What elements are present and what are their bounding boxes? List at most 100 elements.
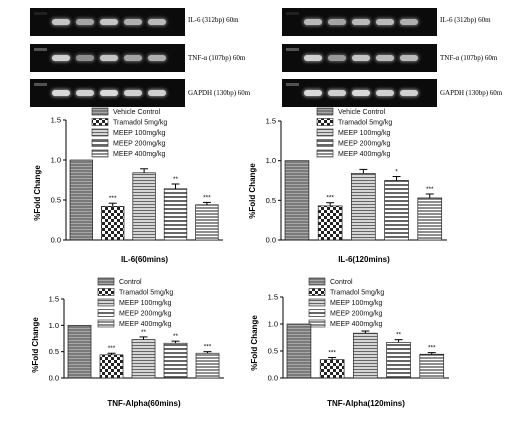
bar-chart-2: Vehicle Control Tramadol 5mg/kg MEEP 100mg… — [248, 107, 447, 264]
bar — [286, 323, 312, 379]
gel-band — [76, 55, 94, 61]
gel-band — [100, 90, 118, 96]
bar — [195, 352, 220, 379]
gel-band — [304, 55, 322, 61]
y-tick-label: 1.0 — [51, 156, 61, 165]
x-axis-label: IL-6(60mins) — [121, 255, 168, 264]
significance-label: ** — [396, 332, 402, 339]
gel-band — [400, 90, 418, 96]
gel-band — [328, 55, 346, 61]
y-tick-label: 0.5 — [268, 347, 278, 356]
legend-swatch — [97, 309, 115, 317]
legend-label: MEEP 200mg/kg — [113, 141, 166, 148]
gel-band — [376, 19, 394, 25]
gel-band — [76, 90, 94, 96]
gel-ladder — [286, 48, 299, 51]
y-axis-label: %Fold Change — [250, 315, 259, 371]
gel-band — [124, 55, 142, 61]
gel-band — [328, 19, 346, 25]
gel-label: GAPDH (130bp) 60m — [440, 89, 503, 97]
bar-chart-4: Control Tramadol 5mg/kg MEEP 100mg/kg MEEP … — [250, 277, 449, 408]
y-tick-label: 1.0 — [49, 321, 59, 330]
significance-label: *** — [426, 186, 434, 193]
legend-label: MEEP 400mg/kg — [113, 151, 166, 158]
legend-swatch — [97, 288, 115, 296]
y-tick-label: 0.0 — [49, 374, 59, 383]
legend-swatch — [308, 319, 326, 328]
legend-swatch — [91, 118, 109, 126]
gel-label: IL-6 (312bp) 60m — [440, 16, 491, 24]
bar — [163, 188, 188, 241]
bar — [67, 324, 92, 379]
y-axis-label: %Fold Change — [248, 163, 257, 219]
legend-swatch — [91, 128, 109, 137]
x-axis-label: TNF-Alpha(120mins) — [327, 399, 405, 408]
legend-label: Tramadol 5mg/kg — [338, 120, 392, 127]
legend-label: Control — [119, 279, 142, 286]
gel-ladder — [34, 12, 47, 15]
gel-label: GAPDH (130bp) 60m — [188, 89, 251, 97]
x-axis-label: IL-6(120mins) — [338, 255, 390, 264]
y-tick-label: 0.5 — [266, 196, 276, 205]
y-tick-label: 0.0 — [51, 236, 61, 245]
gel-band — [100, 55, 118, 61]
gel-band — [376, 55, 394, 61]
gel-ladder — [34, 83, 47, 86]
legend-label: MEEP 100mg/kg — [119, 300, 172, 307]
significance-label: ** — [173, 333, 179, 340]
significance-label: *** — [203, 194, 211, 201]
bar — [132, 172, 156, 241]
gel-band — [148, 55, 166, 61]
significance-label: *** — [326, 195, 334, 202]
y-tick-label: 1.5 — [49, 295, 59, 304]
gel-label: TNF-α (107bp) 60m — [440, 54, 498, 62]
gel-ladder — [286, 12, 299, 15]
gel-band — [352, 19, 370, 25]
bar — [353, 332, 378, 379]
bar — [195, 204, 219, 241]
bar — [351, 173, 376, 241]
gel-band — [352, 90, 370, 96]
x-axis-label: TNF-Alpha(60mins) — [107, 399, 181, 408]
gel-tnf-120 — [282, 44, 437, 72]
legend-swatch — [308, 277, 326, 286]
gel-band — [352, 55, 370, 61]
bar — [417, 197, 443, 241]
legend-label: Tramadol 5mg/kg — [113, 120, 167, 127]
legend-label: MEEP 200mg/kg — [119, 311, 172, 318]
legend-swatch — [97, 319, 115, 328]
legend-swatch — [316, 118, 334, 126]
bar — [131, 339, 156, 379]
legend-swatch — [97, 277, 115, 286]
legend-swatch — [91, 149, 109, 158]
legend-swatch — [316, 149, 334, 158]
gel-il6-120 — [282, 8, 437, 36]
bar — [419, 353, 445, 379]
gel-band — [100, 19, 118, 25]
legend-swatch — [91, 107, 109, 116]
y-tick-label: 0.0 — [268, 374, 278, 383]
y-tick-label: 1.5 — [51, 116, 61, 125]
significance-label: *** — [108, 345, 116, 352]
legend-label: MEEP 200mg/kg — [338, 141, 391, 148]
gel-band — [52, 55, 70, 61]
gel-band — [304, 90, 322, 96]
bar — [101, 206, 125, 241]
legend-label: Tramadol 5mg/kg — [330, 290, 384, 297]
significance-label: *** — [204, 344, 212, 351]
legend-swatch — [316, 139, 334, 147]
legend-label: MEEP 400mg/kg — [119, 321, 172, 328]
gel-il6-60 — [30, 8, 185, 36]
bar-chart-3: Control Tramadol 5mg/kg MEEP 100mg/kg MEEP … — [31, 277, 224, 408]
gel-band — [400, 55, 418, 61]
legend-label: Vehicle Control — [113, 109, 161, 116]
gel-band — [304, 19, 322, 25]
y-tick-label: 0.5 — [51, 196, 61, 205]
y-tick-label: 0.5 — [49, 347, 59, 356]
legend-label: MEEP 200mg/kg — [330, 311, 383, 318]
gel-band — [124, 19, 142, 25]
bar — [99, 354, 124, 379]
legend-label: MEEP 100mg/kg — [330, 300, 383, 307]
gel-band — [52, 90, 70, 96]
gel-gapdh-120 — [282, 79, 437, 107]
